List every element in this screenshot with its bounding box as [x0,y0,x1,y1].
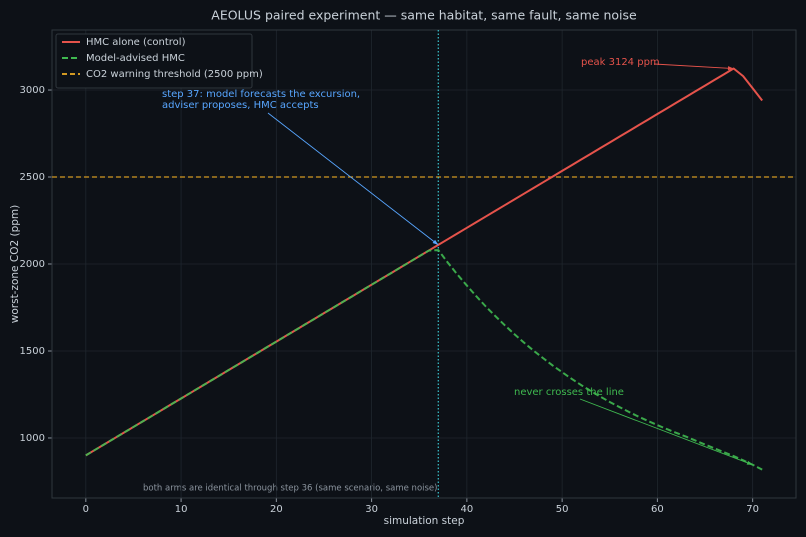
y-tick-label: 2500 [20,172,45,183]
x-tick-label: 50 [556,504,569,515]
legend-box [55,33,253,89]
x-tick-label: 30 [365,504,378,515]
x-axis-label: simulation step [384,515,465,527]
annotation-arrow [579,398,753,466]
annotation: adviser proposes, HMC accepts [162,100,319,111]
legend-label: HMC alone (control) [86,37,186,48]
series-line [85,249,763,471]
legend: HMC alone (control) Model-advised HMC CO2 … [55,33,263,89]
legend-label: CO2 warning threshold (2500 ppm) [86,69,263,80]
legend-label: Model-advised HMC [86,53,185,64]
annotation: step 37: model forecasts the excursion, [162,89,360,100]
annotation-arrow [267,112,439,246]
y-tick-label: 2000 [20,259,45,270]
footnote: both arms are identical through step 36 … [143,484,437,494]
x-tick-label: 70 [746,504,759,515]
y-axis-label: worst-zone CO2 (ppm) [9,205,21,323]
x-tick-label: 60 [651,504,664,515]
y-tick-label: 3000 [20,85,45,96]
x-tick-label: 0 [83,504,89,515]
arrow-head [432,239,439,245]
arrow-head [746,460,753,465]
x-tick-label: 40 [461,504,474,515]
y-tick-label: 1000 [20,433,45,444]
x-tick-label: 20 [270,504,283,515]
y-tick-label: 1500 [20,346,45,357]
plot-frame [51,29,797,499]
annotation: peak 3124 ppm [581,57,660,68]
annotation: never crosses the line [514,387,624,398]
chart-title: AEOLUS paired experiment — same habitat,… [211,8,637,23]
annotation-arrow [653,63,734,69]
arrow-head [727,66,734,71]
x-tick-label: 10 [175,504,188,515]
